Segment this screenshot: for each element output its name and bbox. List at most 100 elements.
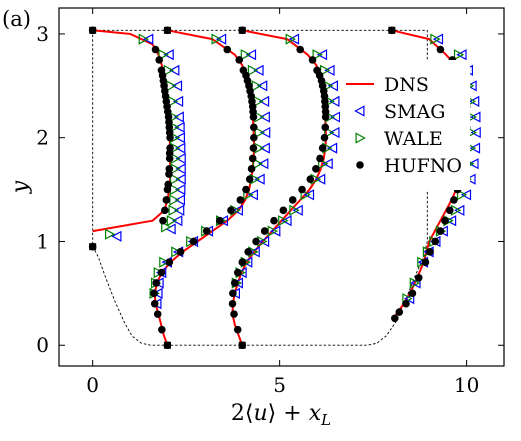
smag-point xyxy=(314,173,326,185)
wale-point xyxy=(324,126,335,139)
hufno-point xyxy=(236,196,245,204)
hufno-point xyxy=(223,45,232,54)
hufno-point xyxy=(242,185,250,194)
smag-point xyxy=(232,204,243,216)
hufno-point xyxy=(227,206,235,215)
series-hufno xyxy=(88,26,471,350)
smag-point xyxy=(303,189,315,201)
hufno-point xyxy=(229,289,237,298)
plot-frame xyxy=(58,7,505,367)
smag-point xyxy=(142,33,154,45)
hufno-point xyxy=(159,216,167,225)
hufno-point xyxy=(279,206,288,215)
hufno-point xyxy=(306,175,315,184)
ticks-layer: 0 5 10 0 1 2 3 xyxy=(36,8,504,397)
hufno-point xyxy=(249,113,258,121)
smag-point xyxy=(470,126,481,139)
hufno-point xyxy=(408,289,417,298)
smag-point xyxy=(468,158,479,170)
wale-point xyxy=(254,126,265,139)
hufno-point xyxy=(249,144,258,152)
wale-point xyxy=(161,221,172,233)
smag-point xyxy=(460,189,472,201)
smag-point xyxy=(254,173,265,185)
smag-point xyxy=(259,111,270,123)
wale-point xyxy=(138,33,149,45)
smag-point xyxy=(259,126,271,139)
wale-point xyxy=(252,158,264,170)
legend-swatch-wale xyxy=(355,132,366,144)
smag-point xyxy=(329,126,340,139)
hufno-point xyxy=(215,216,224,225)
hufno-point xyxy=(421,258,430,267)
wale-point xyxy=(318,158,329,170)
smag-point xyxy=(174,194,185,206)
hufno-point xyxy=(202,227,211,235)
hufno-point xyxy=(320,133,329,142)
hufno-point xyxy=(445,206,454,215)
smag-point xyxy=(174,132,185,144)
smag-point xyxy=(152,287,163,300)
smag-point xyxy=(171,80,183,92)
wale-point xyxy=(247,64,259,76)
smag-point xyxy=(172,95,184,108)
wale-point xyxy=(240,49,252,61)
hufno-point xyxy=(288,196,297,204)
smag-point xyxy=(175,163,186,175)
profile-end-marker xyxy=(238,26,246,34)
hufno-point xyxy=(233,325,242,334)
smag-point xyxy=(327,80,338,92)
smag-point xyxy=(215,33,227,45)
wale-point xyxy=(158,49,169,61)
wale-point xyxy=(312,49,323,61)
hufno-point xyxy=(165,170,173,178)
wale-point xyxy=(171,246,182,258)
profile-end-marker xyxy=(89,26,97,34)
hufno-point xyxy=(308,56,317,64)
wale-point xyxy=(166,215,178,227)
hufno-point xyxy=(391,314,399,323)
hufno-point xyxy=(189,237,198,246)
smag-point xyxy=(456,49,467,61)
wale-point xyxy=(417,256,428,268)
smag-point xyxy=(322,158,333,170)
hufno-point xyxy=(270,216,278,225)
smag-point xyxy=(329,111,341,123)
smag-point xyxy=(174,121,185,133)
x-tick-label: 0 xyxy=(86,373,99,397)
profile-end-marker xyxy=(238,341,246,349)
hufno-point xyxy=(238,258,247,267)
hufno-point xyxy=(316,154,324,163)
wale-point xyxy=(453,49,465,61)
hufno-point xyxy=(157,268,166,277)
legend-swatch-smag xyxy=(354,105,365,117)
x-axis-title: 2⟨u⟩ + xL xyxy=(231,401,331,429)
hufno-point xyxy=(441,216,449,225)
hufno-point xyxy=(318,144,327,152)
smag-point xyxy=(316,49,328,61)
legend-swatch-hufno xyxy=(356,161,364,169)
x-tick-label: 10 xyxy=(454,373,479,397)
smag-point xyxy=(232,277,243,289)
y-tick-label: 2 xyxy=(36,126,49,150)
panel-label: (a) xyxy=(2,7,31,31)
wale-point xyxy=(430,33,441,45)
smag-point xyxy=(172,215,183,227)
hufno-point xyxy=(260,227,269,235)
profile-end-marker xyxy=(89,243,97,251)
profile-end-marker xyxy=(388,26,396,34)
wale-point xyxy=(104,228,116,240)
smag-point xyxy=(111,230,122,242)
wale-point xyxy=(285,33,296,45)
legend-label-dns: DNS xyxy=(384,74,429,96)
hufno-point xyxy=(252,237,260,246)
wale-point xyxy=(289,204,300,216)
y-axis-title: y xyxy=(8,180,33,194)
hufno-point xyxy=(161,206,169,215)
hufno-point xyxy=(151,45,160,54)
smag-point xyxy=(175,183,186,196)
legend: DNS SMAG WALE HUFNO xyxy=(340,60,470,190)
smag-point xyxy=(288,33,300,45)
hufno-point xyxy=(244,248,253,256)
